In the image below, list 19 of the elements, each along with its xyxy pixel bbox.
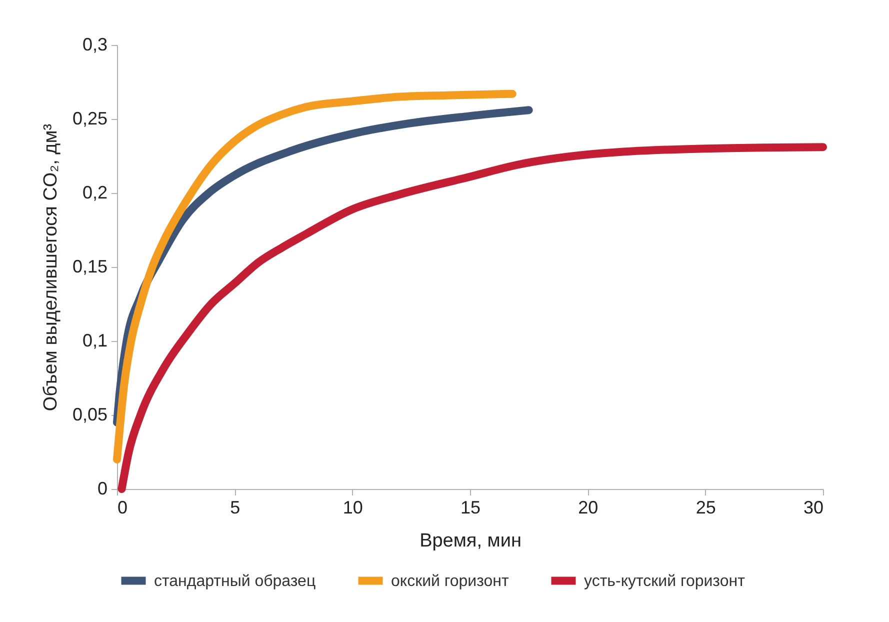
legend-label: усть-кутский горизонт	[584, 572, 746, 590]
x-tick-label: 15	[460, 498, 481, 518]
y-tick-label: 0,1	[82, 330, 108, 350]
y-tick-label: 0,25	[72, 108, 108, 128]
legend-label: стандартный образец	[154, 572, 316, 590]
legend-label: окский горизонт	[391, 572, 510, 590]
y-tick-label: 0,3	[82, 34, 108, 54]
x-tick-label: 25	[696, 498, 716, 518]
y-tick-label: 0	[97, 478, 108, 498]
x-tick-label: 10	[342, 498, 363, 518]
x-tick-label: 30	[803, 498, 824, 518]
x-axis-title: Время, мин	[420, 530, 522, 552]
y-tick-label: 0,2	[82, 182, 108, 202]
y-tick-label: 0,05	[72, 404, 108, 424]
x-tick-label: 20	[578, 498, 598, 518]
x-tick-label: 0	[118, 498, 128, 518]
y-tick-label: 0,15	[72, 256, 108, 276]
x-tick-label: 5	[230, 498, 240, 518]
y-axis-title: Объем выделившегося CO₂, дм³	[40, 124, 62, 412]
